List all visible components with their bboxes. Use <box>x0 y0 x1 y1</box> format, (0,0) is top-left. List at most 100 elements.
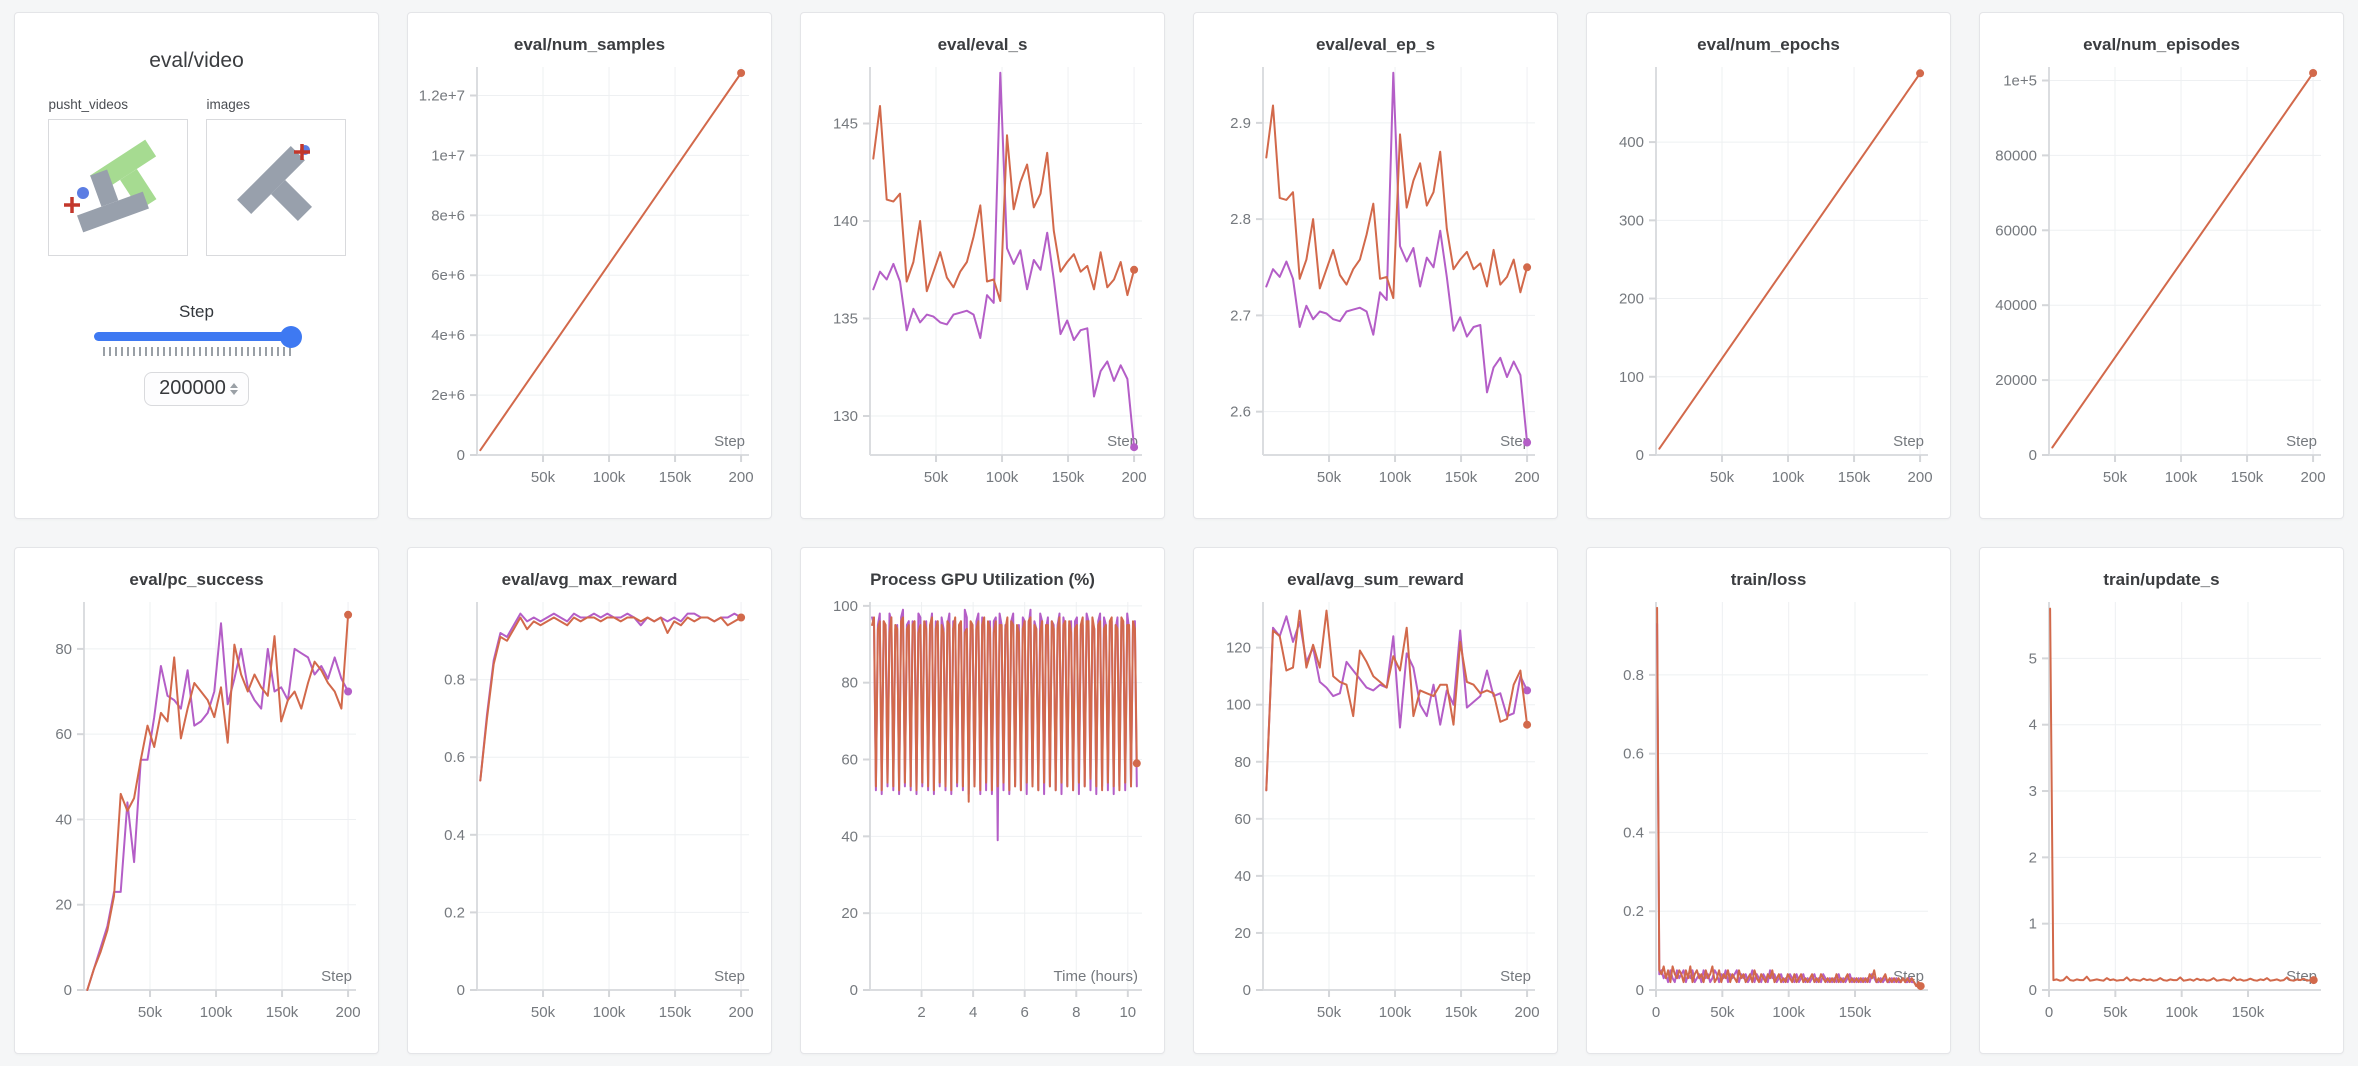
svg-text:8: 8 <box>1072 1004 1080 1021</box>
svg-text:130: 130 <box>832 408 857 425</box>
svg-text:150k: 150k <box>265 1004 298 1021</box>
svg-text:0: 0 <box>2028 982 2036 999</box>
svg-text:150k: 150k <box>658 1004 691 1021</box>
svg-text:Step: Step <box>1893 433 1924 450</box>
svg-text:6e+6: 6e+6 <box>431 267 465 284</box>
step-down-icon[interactable] <box>229 389 238 395</box>
chart-plot[interactable]: 0 20 40 60 80 100 2 4 6 8 10 Time (hours) <box>812 594 1154 1032</box>
chart-title: eval/avg_max_reward <box>501 570 678 589</box>
svg-text:120: 120 <box>1225 640 1250 657</box>
step-up-icon[interactable] <box>229 382 238 388</box>
svg-text:Step: Step <box>2286 433 2317 450</box>
chart-plot[interactable]: 0 20 40 60 80 50k 100k 150k 200 Step <box>26 594 368 1032</box>
step-input[interactable]: 200000 <box>144 372 249 406</box>
svg-text:1.2e+7: 1.2e+7 <box>419 87 465 104</box>
svg-text:Step: Step <box>321 968 352 985</box>
svg-text:40: 40 <box>1234 868 1251 885</box>
slider-track[interactable] <box>93 325 302 348</box>
svg-text:60: 60 <box>55 726 72 743</box>
images-thumbnail[interactable] <box>205 119 346 256</box>
media-label: pusht_videos <box>48 97 129 112</box>
chart-panel-eval-num-samples: eval/num_samples 0 2e+6 4e+6 6e+6 8e+6 1e+7 1.… <box>407 12 772 519</box>
chart-plot[interactable]: 0 100 200 300 400 50k 100k 150k 200 Step <box>1598 59 1940 497</box>
svg-text:50k: 50k <box>1710 1004 1735 1021</box>
step-slider-label: Step <box>179 302 214 321</box>
svg-text:Step: Step <box>714 433 745 450</box>
svg-text:2.7: 2.7 <box>1230 307 1251 324</box>
svg-text:100: 100 <box>1225 697 1250 714</box>
svg-text:50k: 50k <box>1316 469 1341 486</box>
slider-thumb[interactable] <box>279 325 302 348</box>
agent-dot <box>76 187 89 199</box>
svg-text:8e+6: 8e+6 <box>431 207 465 224</box>
svg-text:3: 3 <box>2028 783 2036 800</box>
chart-panel-eval-eval-s: eval/eval_s 130 135 140 145 50k 100k 150k 200 St… <box>800 12 1165 519</box>
svg-text:140: 140 <box>832 213 857 230</box>
svg-text:40: 40 <box>55 811 72 828</box>
svg-text:200: 200 <box>728 469 753 486</box>
chart-plot[interactable]: 0 20 40 60 80 100 120 50k 100k 150k 200 Step <box>1205 594 1547 1032</box>
svg-text:200: 200 <box>1907 469 1932 486</box>
svg-text:100: 100 <box>832 598 857 615</box>
svg-text:2.8: 2.8 <box>1230 211 1251 228</box>
svg-text:100: 100 <box>1618 369 1643 386</box>
video-panel-title: eval/video <box>149 49 244 72</box>
chart-plot[interactable]: 130 135 140 145 50k 100k 150k 200 Step <box>812 59 1154 497</box>
pusht-scene <box>63 139 156 233</box>
svg-text:0: 0 <box>1651 1004 1659 1021</box>
svg-text:200: 200 <box>1514 1004 1539 1021</box>
chart-plot[interactable]: 2.6 2.7 2.8 2.9 50k 100k 150k 200 Step <box>1205 59 1547 497</box>
svg-text:2.6: 2.6 <box>1230 404 1251 421</box>
stepper-arrows[interactable] <box>229 382 238 395</box>
svg-text:0.2: 0.2 <box>444 904 465 921</box>
svg-text:100k: 100k <box>592 1004 625 1021</box>
chart-panel-train-loss: train/loss 0 0.2 0.4 0.6 0.8 0 50k 100k 150k Step <box>1586 547 1951 1054</box>
chart-title: eval/num_samples <box>513 35 666 54</box>
chart-title: train/update_s <box>2103 570 2220 589</box>
svg-text:0.8: 0.8 <box>444 672 465 689</box>
svg-text:100k: 100k <box>1771 469 1804 486</box>
svg-text:80: 80 <box>1234 754 1251 771</box>
chart-plot[interactable]: 0 20000 40000 60000 80000 1e+5 50k 100k 150k 200 S… <box>1991 59 2333 497</box>
svg-text:2.9: 2.9 <box>1230 115 1251 132</box>
svg-text:60: 60 <box>841 752 858 769</box>
svg-text:60: 60 <box>1234 811 1251 828</box>
svg-text:5: 5 <box>2028 650 2036 667</box>
svg-text:300: 300 <box>1618 212 1643 229</box>
chart-panel-train-update-s: train/update_s 0 1 2 3 4 5 0 50k 100k 150k Step <box>1979 547 2344 1054</box>
svg-text:50k: 50k <box>2103 1004 2128 1021</box>
svg-text:0: 0 <box>849 982 857 999</box>
step-slider[interactable] <box>93 325 302 356</box>
svg-text:135: 135 <box>832 311 857 328</box>
svg-text:40000: 40000 <box>1995 297 2037 314</box>
slider-tick-ruler <box>102 347 291 356</box>
chart-plot[interactable]: 0 2e+6 4e+6 6e+6 8e+6 1e+7 1.2e+7 50k 100k 150k 20… <box>419 59 761 497</box>
svg-text:0.2: 0.2 <box>1623 903 1644 920</box>
svg-text:80: 80 <box>841 675 858 692</box>
svg-text:80: 80 <box>55 641 72 658</box>
video-panel: eval/video pusht_videos <box>14 12 379 519</box>
svg-text:0.4: 0.4 <box>444 827 465 844</box>
step-value[interactable]: 200000 <box>159 377 226 399</box>
media-label: images <box>206 97 251 112</box>
svg-text:50k: 50k <box>530 1004 555 1021</box>
svg-text:Step: Step <box>714 968 745 985</box>
svg-text:150k: 150k <box>1837 469 1870 486</box>
svg-text:200: 200 <box>1121 469 1146 486</box>
chart-plot[interactable]: 0 0.2 0.4 0.6 0.8 50k 100k 150k 200 Step <box>419 594 761 1032</box>
svg-text:150k: 150k <box>658 469 691 486</box>
svg-text:Time (hours): Time (hours) <box>1053 968 1137 985</box>
svg-text:0: 0 <box>1635 447 1643 464</box>
svg-text:50k: 50k <box>1709 469 1734 486</box>
svg-text:50k: 50k <box>530 469 555 486</box>
chart-panel-eval-avg-max-reward: eval/avg_max_reward 0 0.2 0.4 0.6 0.8 50k 100k… <box>407 547 772 1054</box>
svg-text:100k: 100k <box>199 1004 232 1021</box>
chart-title: eval/pc_success <box>129 570 264 589</box>
svg-text:20: 20 <box>841 905 858 922</box>
pusht-video-thumbnail[interactable] <box>47 119 188 256</box>
svg-text:40: 40 <box>841 828 858 845</box>
svg-text:200: 200 <box>728 1004 753 1021</box>
svg-text:2: 2 <box>2028 849 2036 866</box>
